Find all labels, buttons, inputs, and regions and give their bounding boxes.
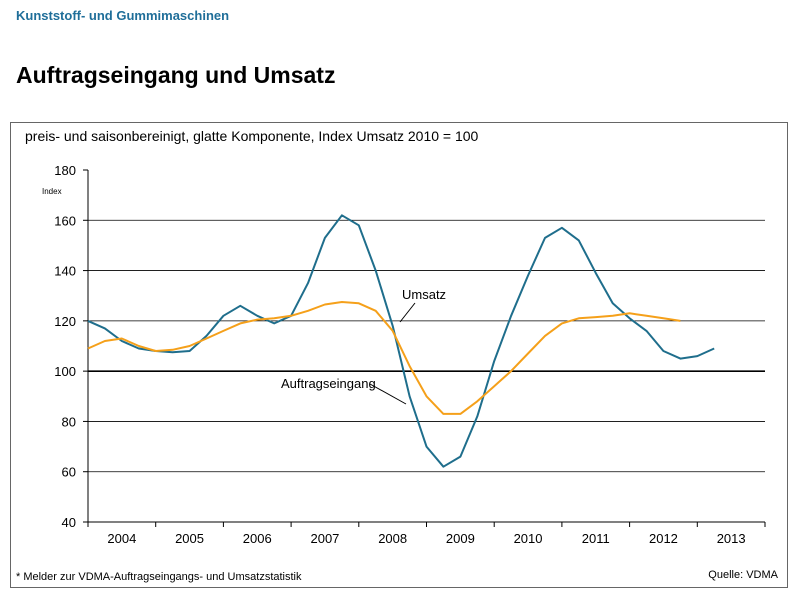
series-label-umsatz: Umsatz xyxy=(402,287,446,302)
leader-line xyxy=(369,383,407,405)
y-tick-label: 180 xyxy=(54,163,76,178)
series-label-auftragseingang: Auftragseingang xyxy=(281,376,376,391)
chart-frame xyxy=(10,122,788,588)
x-tick-label: 2007 xyxy=(310,531,339,546)
x-tick-label: 2005 xyxy=(175,531,204,546)
category-header: Kunststoff- und Gummimaschinen xyxy=(16,8,230,23)
y-tick-label: 80 xyxy=(62,414,76,429)
chart-title: preis- und saisonbereinigt, glatte Kompo… xyxy=(25,128,479,144)
y-tick-label: 120 xyxy=(54,314,76,329)
series-line-auftragseingang xyxy=(87,214,715,468)
x-tick-label: 2012 xyxy=(649,531,678,546)
x-tick-label: 2013 xyxy=(717,531,746,546)
y-tick-label: 60 xyxy=(62,465,76,480)
x-tick-label: 2010 xyxy=(514,531,543,546)
y-tick-label: 140 xyxy=(54,264,76,279)
x-tick-label: 2009 xyxy=(446,531,475,546)
series-line-umsatz xyxy=(87,301,681,415)
leader-line xyxy=(399,302,416,323)
x-tick-label: 2004 xyxy=(107,531,136,546)
y-axis-label: Index xyxy=(42,187,62,196)
x-tick-label: 2008 xyxy=(378,531,407,546)
source-note: Quelle: VDMA xyxy=(708,569,778,581)
page-title: Auftragseingang und Umsatz xyxy=(16,62,336,88)
y-tick-label: 40 xyxy=(62,515,76,530)
y-tick-label: 100 xyxy=(54,364,76,379)
footnote: * Melder zur VDMA-Auftragseingangs- und … xyxy=(16,571,302,583)
x-tick-label: 2011 xyxy=(582,531,610,546)
y-tick-label: 160 xyxy=(54,213,76,228)
x-tick-label: 2006 xyxy=(243,531,272,546)
